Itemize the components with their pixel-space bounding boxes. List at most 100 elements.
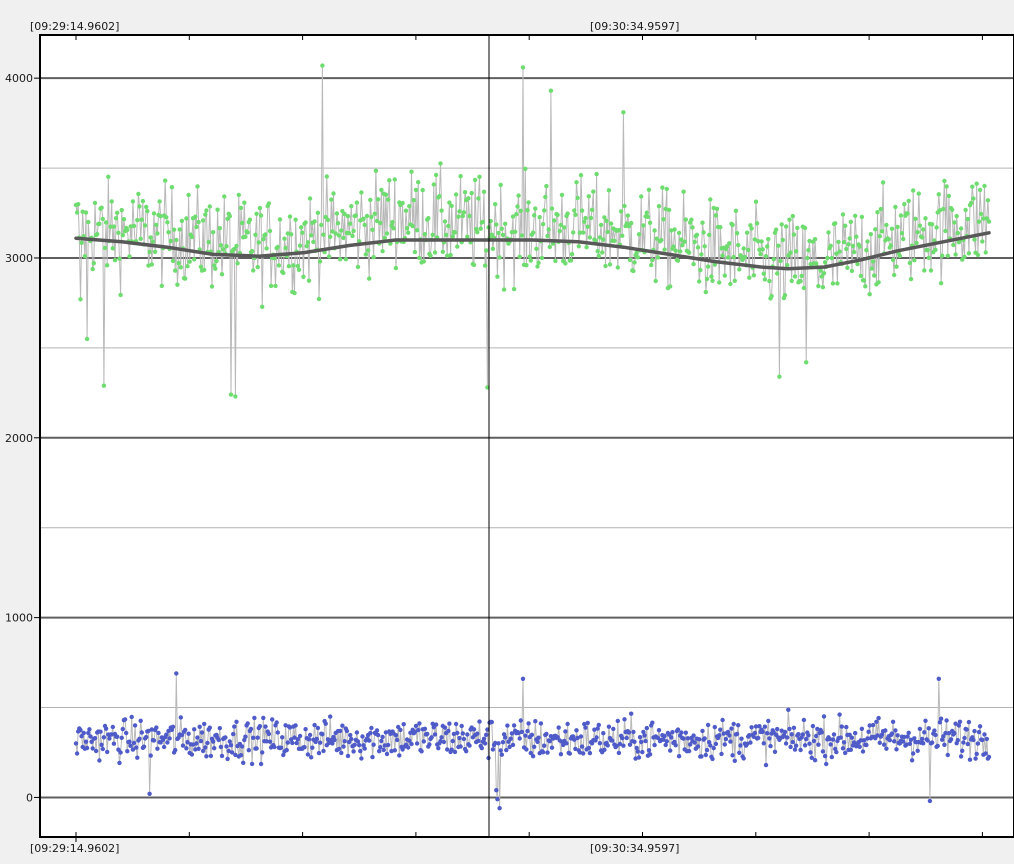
data-point bbox=[233, 394, 238, 399]
x-tick-label-bottom-cursor: [09:30:34.9597] bbox=[590, 842, 679, 855]
data-point bbox=[545, 750, 550, 755]
data-point bbox=[481, 189, 487, 194]
data-point bbox=[365, 248, 371, 253]
data-point bbox=[753, 724, 759, 729]
y-tick-label: 4000 bbox=[5, 72, 33, 85]
data-point bbox=[495, 797, 500, 802]
data-point bbox=[966, 251, 972, 256]
data-point bbox=[280, 735, 285, 740]
data-point bbox=[645, 214, 651, 220]
data-point bbox=[260, 750, 265, 755]
data-point bbox=[349, 736, 354, 742]
data-point bbox=[859, 214, 865, 220]
data-point bbox=[982, 732, 987, 737]
data-point bbox=[135, 755, 140, 760]
data-point bbox=[426, 216, 431, 221]
data-point bbox=[343, 257, 348, 262]
data-point bbox=[469, 190, 474, 196]
data-point bbox=[100, 216, 106, 222]
data-point bbox=[355, 739, 361, 744]
data-point bbox=[950, 207, 955, 212]
data-point bbox=[359, 756, 364, 761]
data-point bbox=[821, 714, 827, 719]
data-point bbox=[286, 264, 292, 269]
data-point bbox=[861, 278, 867, 283]
data-point bbox=[620, 735, 625, 741]
data-point bbox=[710, 278, 715, 283]
data-point bbox=[109, 199, 114, 204]
data-point bbox=[283, 723, 288, 728]
data-point bbox=[429, 735, 434, 740]
plot-frame bbox=[39, 34, 1014, 838]
data-point bbox=[934, 225, 939, 230]
data-point bbox=[586, 194, 591, 199]
data-point bbox=[458, 174, 463, 179]
data-point bbox=[147, 249, 152, 255]
data-point bbox=[867, 723, 872, 728]
data-point bbox=[573, 212, 578, 217]
data-point bbox=[793, 743, 799, 748]
data-point bbox=[827, 736, 832, 742]
data-point bbox=[953, 252, 958, 257]
data-point bbox=[174, 671, 179, 676]
data-point bbox=[728, 281, 733, 287]
data-point bbox=[673, 248, 678, 253]
data-point bbox=[142, 223, 148, 228]
data-point bbox=[485, 385, 490, 390]
data-point bbox=[872, 273, 877, 278]
data-point bbox=[221, 247, 226, 252]
data-point bbox=[692, 740, 697, 745]
data-point bbox=[870, 722, 876, 728]
data-point bbox=[131, 223, 137, 229]
data-point bbox=[285, 740, 290, 745]
data-point bbox=[548, 88, 554, 93]
data-point bbox=[974, 751, 979, 757]
data-point bbox=[533, 206, 538, 211]
data-point bbox=[785, 263, 790, 268]
data-point bbox=[390, 219, 395, 225]
data-point bbox=[795, 225, 800, 231]
data-point bbox=[326, 254, 332, 259]
data-point bbox=[848, 747, 853, 752]
data-point bbox=[596, 253, 601, 259]
data-point bbox=[311, 239, 316, 245]
data-point bbox=[127, 739, 132, 744]
data-point bbox=[496, 741, 501, 746]
data-point bbox=[378, 220, 383, 226]
data-point bbox=[239, 220, 245, 226]
data-point bbox=[165, 220, 170, 225]
data-point bbox=[430, 721, 435, 726]
data-point bbox=[535, 264, 540, 269]
data-point bbox=[389, 748, 394, 754]
data-point bbox=[641, 729, 646, 735]
data-point bbox=[305, 752, 311, 757]
data-point bbox=[878, 206, 884, 212]
data-point bbox=[808, 750, 813, 755]
data-point bbox=[187, 259, 192, 264]
data-point bbox=[884, 222, 889, 228]
data-point bbox=[889, 731, 895, 736]
data-point bbox=[921, 227, 926, 232]
data-point bbox=[718, 727, 723, 732]
data-point bbox=[976, 729, 982, 735]
data-point bbox=[129, 714, 134, 720]
data-point bbox=[195, 184, 200, 189]
data-point bbox=[725, 255, 731, 260]
data-point bbox=[264, 246, 269, 251]
data-point bbox=[149, 727, 154, 732]
data-point bbox=[499, 226, 504, 231]
data-point bbox=[975, 252, 981, 258]
data-point bbox=[117, 256, 122, 261]
data-point bbox=[688, 742, 693, 747]
data-point bbox=[431, 182, 436, 187]
data-point bbox=[306, 278, 312, 283]
data-point bbox=[569, 252, 575, 257]
data-point bbox=[789, 278, 794, 284]
data-point bbox=[556, 725, 561, 730]
data-point bbox=[216, 737, 221, 743]
data-point bbox=[756, 239, 761, 244]
data-point bbox=[908, 276, 914, 282]
data-point bbox=[83, 210, 89, 215]
data-point bbox=[788, 250, 793, 255]
